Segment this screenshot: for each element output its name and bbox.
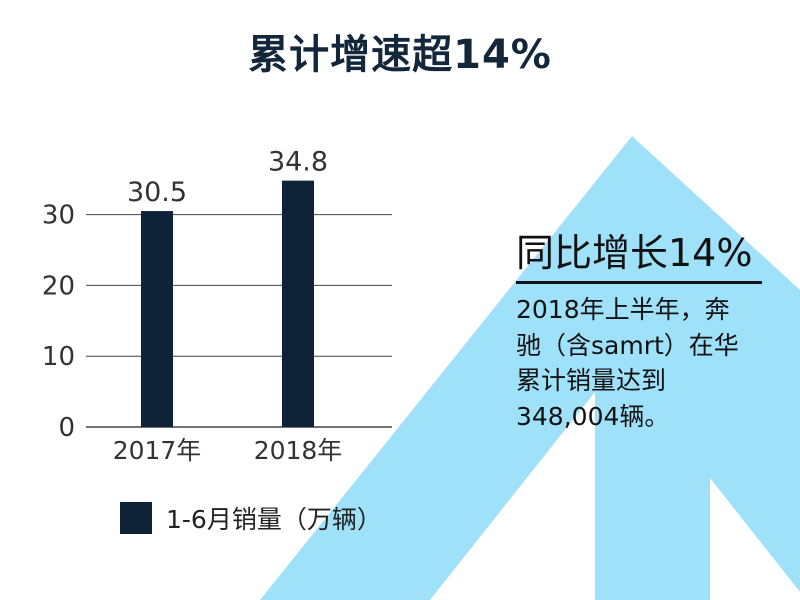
- x-tick-label: 2017年: [113, 436, 202, 465]
- legend-swatch: [120, 502, 152, 534]
- y-tick-label: 20: [42, 271, 75, 301]
- page-title: 累计增速超14%: [248, 32, 552, 78]
- x-tick-label: 2018年: [254, 436, 343, 465]
- legend: 1-6月销量（万辆）: [120, 500, 382, 536]
- y-tick-label: 0: [58, 413, 75, 443]
- bar: [141, 211, 173, 427]
- legend-label: 1-6月销量（万辆）: [166, 505, 382, 534]
- callout-line: 2018年上半年，奔: [516, 295, 730, 324]
- callout-body: 2018年上半年，奔 驰（含samrt）在华 累计销量达到 348,004辆。: [516, 292, 786, 434]
- data-label: 34.8: [268, 147, 328, 178]
- data-label: 30.5: [127, 177, 187, 208]
- y-tick-label: 30: [42, 201, 75, 231]
- bar: [282, 180, 314, 427]
- callout-line: 累计销量达到: [516, 366, 667, 395]
- callout-line: 驰（含samrt）在华: [516, 330, 739, 360]
- callout-title: 同比增长14%: [516, 222, 762, 284]
- y-tick-label: 10: [42, 342, 75, 372]
- callout-line: 348,004辆。: [516, 401, 670, 431]
